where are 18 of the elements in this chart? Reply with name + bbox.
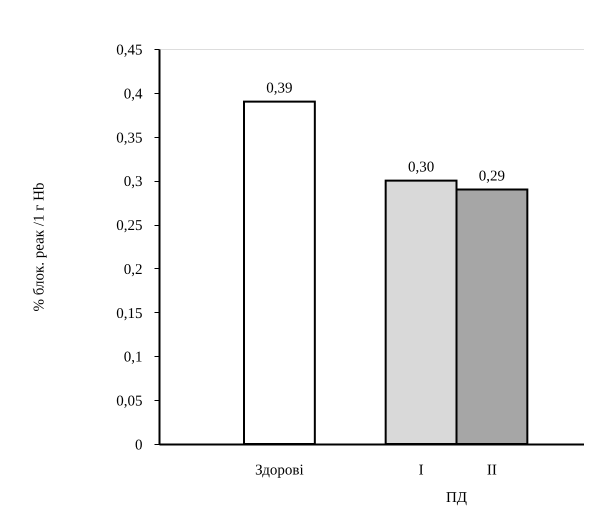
y-tick-label: 0,3 bbox=[124, 174, 142, 190]
text: ПД bbox=[446, 490, 468, 506]
y-axis-title: % блок. реак /1 г Hb bbox=[31, 182, 48, 312]
y-tick-label: 0,35 bbox=[116, 130, 142, 146]
x-tick-label: I bbox=[418, 462, 424, 478]
y-tick-label: 0,1 bbox=[124, 350, 142, 366]
y-tick-label: 0 bbox=[135, 438, 142, 454]
data-label: 0,30 bbox=[408, 160, 434, 176]
y-tick-label: 0,15 bbox=[116, 306, 142, 322]
data-label: 0,29 bbox=[478, 168, 506, 184]
y-tick-label: 0,45 bbox=[116, 42, 142, 58]
y-tick-label: 0,25 bbox=[116, 218, 142, 234]
y-tick-label: 0,05 bbox=[116, 394, 142, 410]
x-tick-label: II bbox=[486, 462, 497, 478]
y-tick-label: 0,2 bbox=[124, 262, 142, 278]
x-tick-label: Здорові bbox=[255, 462, 304, 478]
y-tick-label: 0,4 bbox=[124, 86, 143, 102]
data-label: 0,39 bbox=[266, 80, 293, 97]
